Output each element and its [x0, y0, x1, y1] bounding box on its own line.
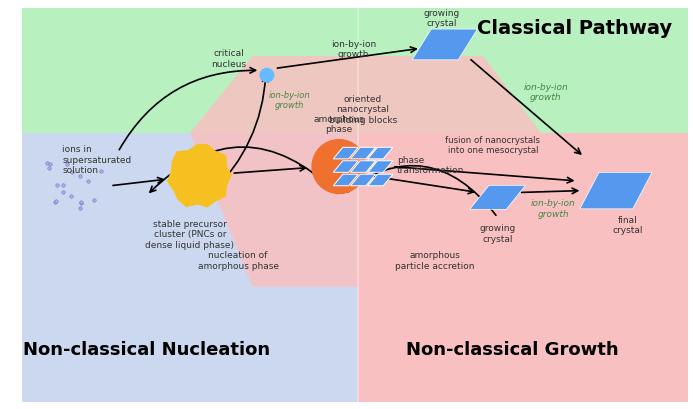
- Polygon shape: [351, 175, 376, 187]
- Polygon shape: [351, 148, 376, 160]
- Text: amorphous
phase: amorphous phase: [313, 114, 365, 134]
- Text: growing
crystal: growing crystal: [480, 224, 516, 243]
- Text: fusion of nanocrystals
into one mesocrystal: fusion of nanocrystals into one mesocrys…: [446, 135, 541, 155]
- Polygon shape: [368, 162, 393, 173]
- Text: nucleation of
amorphous phase: nucleation of amorphous phase: [198, 250, 279, 270]
- Text: ion-by-ion
growth: ion-by-ion growth: [331, 40, 376, 59]
- Text: oriented
nanocrystal
building blocks: oriented nanocrystal building blocks: [329, 95, 397, 124]
- Text: amorphous
particle accretion: amorphous particle accretion: [396, 250, 475, 270]
- Text: ions in
supersaturated
solution: ions in supersaturated solution: [62, 145, 132, 175]
- Polygon shape: [21, 9, 688, 134]
- Text: Non-classical Nucleation: Non-classical Nucleation: [23, 340, 270, 358]
- Text: ion-by-ion
growth: ion-by-ion growth: [268, 90, 310, 110]
- Text: stable precursor
cluster (PNCs or
dense liquid phase): stable precursor cluster (PNCs or dense …: [146, 219, 234, 249]
- Text: Non-classical Growth: Non-classical Growth: [406, 340, 618, 358]
- Polygon shape: [190, 57, 541, 287]
- Polygon shape: [333, 162, 358, 173]
- Polygon shape: [368, 148, 393, 160]
- Polygon shape: [167, 145, 233, 208]
- Polygon shape: [358, 134, 688, 402]
- Circle shape: [312, 140, 366, 194]
- Polygon shape: [412, 30, 477, 61]
- Text: Classical Pathway: Classical Pathway: [477, 18, 672, 38]
- Polygon shape: [580, 173, 652, 209]
- Text: final
crystal: final crystal: [612, 215, 642, 234]
- Polygon shape: [21, 134, 358, 402]
- Text: critical
nucleus: critical nucleus: [211, 49, 246, 68]
- Text: phase
transformation: phase transformation: [396, 155, 464, 175]
- Text: ion-by-ion
growth: ion-by-ion growth: [531, 199, 576, 218]
- Polygon shape: [351, 162, 376, 173]
- Polygon shape: [368, 175, 393, 187]
- Text: ion-by-ion
growth: ion-by-ion growth: [523, 83, 568, 102]
- Polygon shape: [470, 186, 525, 210]
- Circle shape: [260, 69, 274, 83]
- Polygon shape: [333, 175, 358, 187]
- Polygon shape: [333, 148, 358, 160]
- Text: growing
crystal: growing crystal: [423, 9, 460, 28]
